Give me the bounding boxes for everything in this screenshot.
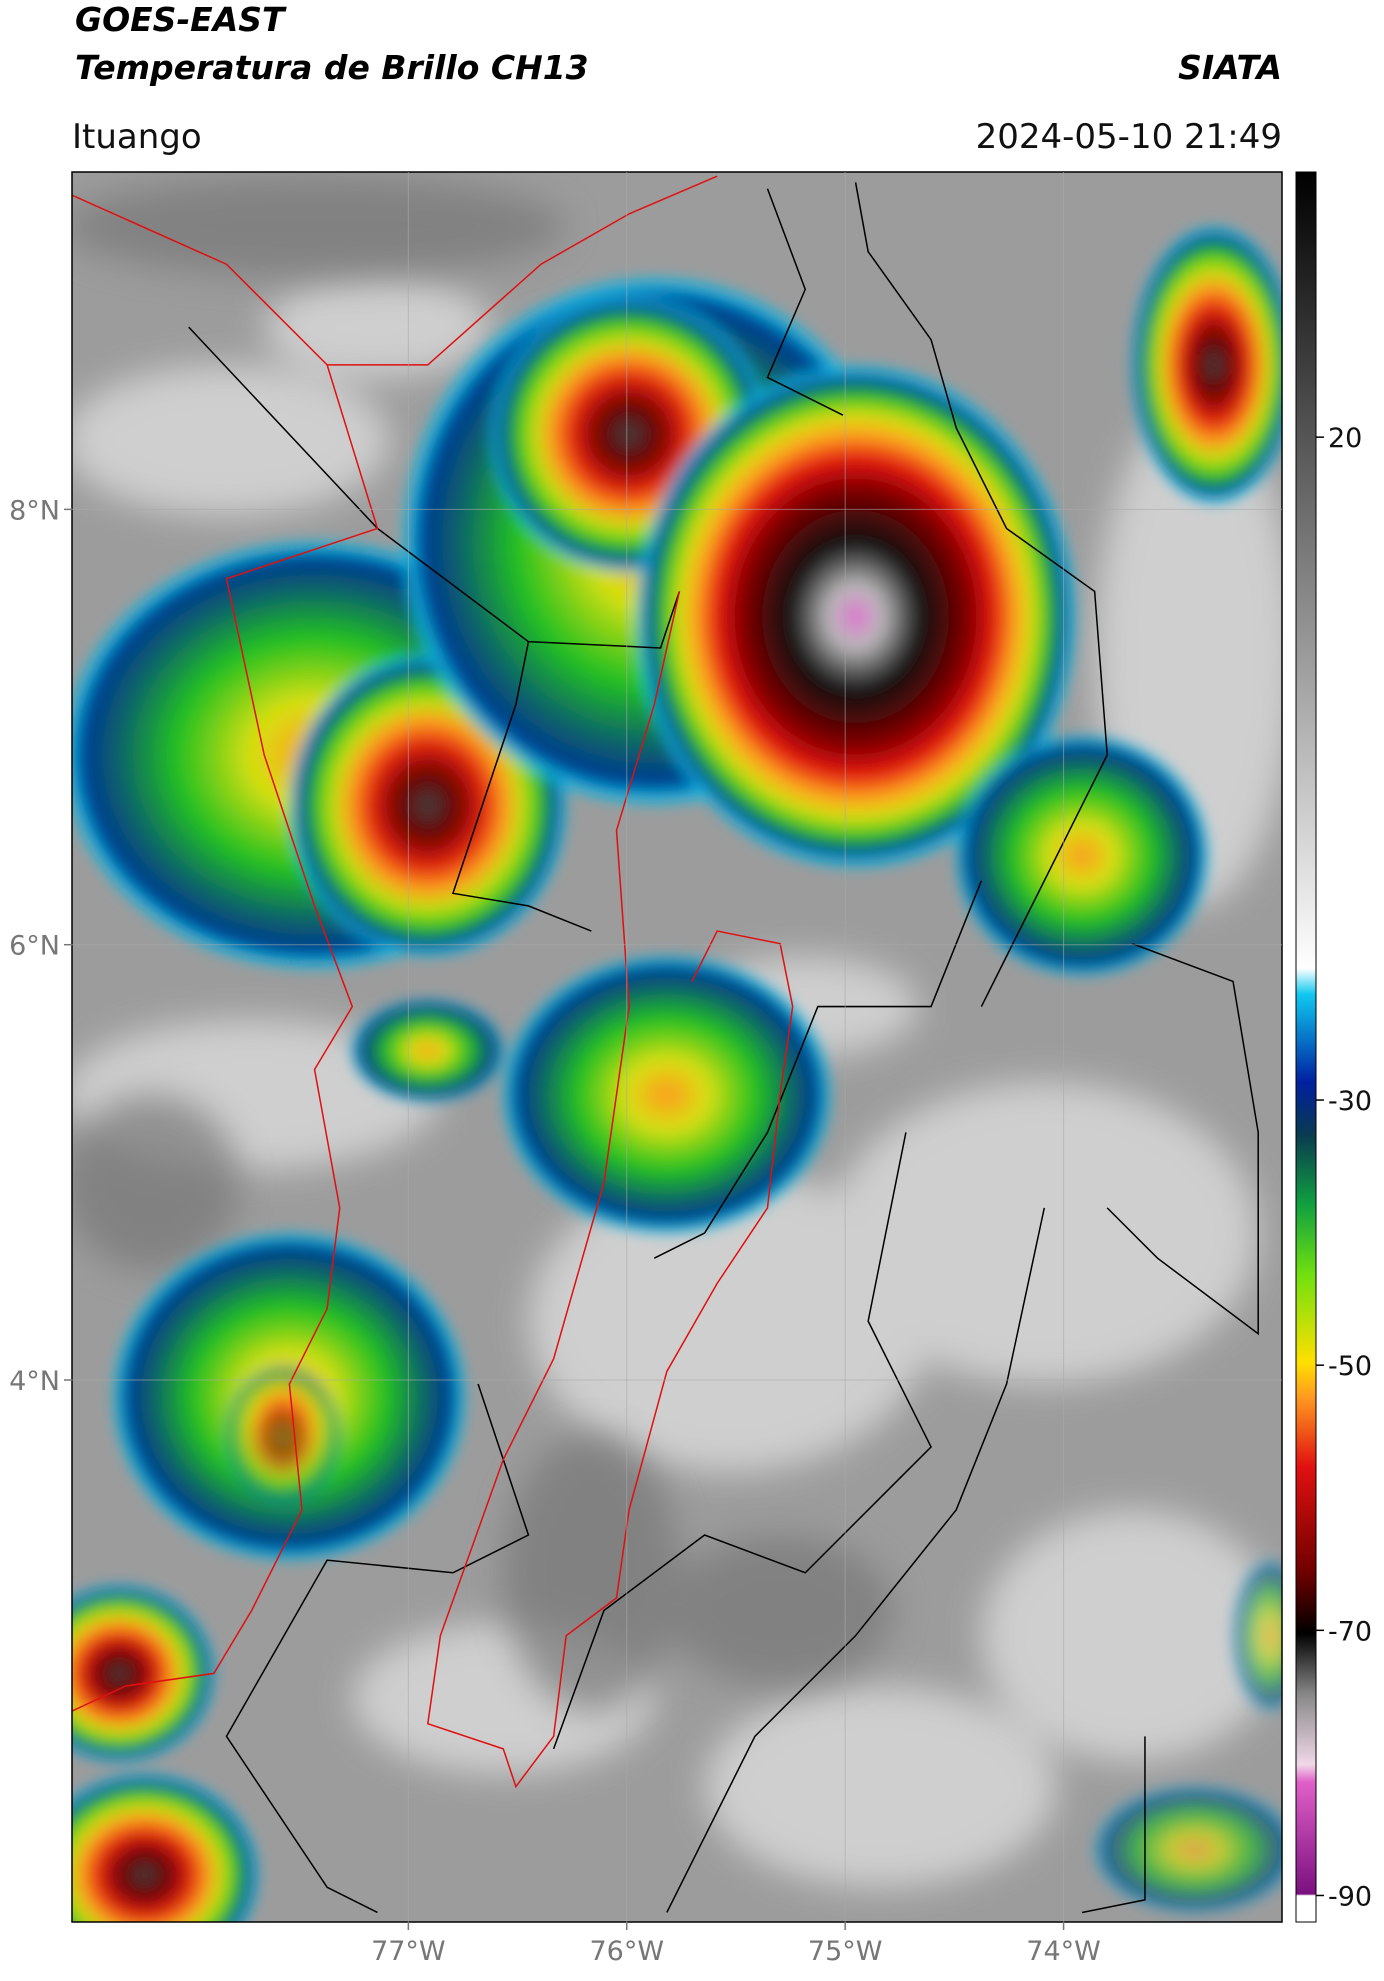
datetime: 2024-05-10 21:49	[976, 117, 1282, 157]
region-borders	[72, 175, 794, 1789]
graticule	[72, 172, 1282, 1922]
location: Ituango	[72, 117, 202, 157]
x-tick-label: 77°W	[371, 1936, 446, 1967]
map-frame	[71, 171, 1283, 1923]
colorbar-tick-label: -90	[1328, 1881, 1372, 1912]
y-tick-label: 4°N	[9, 1366, 60, 1397]
satellite-title: GOES-EAST	[75, 0, 287, 39]
y-tick-label: 8°N	[9, 495, 60, 526]
y-tick-label: 6°N	[9, 931, 60, 962]
satellite-image	[72, 172, 1282, 1922]
x-tick-label: 76°W	[589, 1936, 664, 1967]
colorbar-tick-label: -50	[1328, 1351, 1372, 1382]
colorbar-tick-label: -30	[1328, 1086, 1372, 1117]
colorbar-tick-label: 20	[1328, 423, 1362, 454]
x-tick-label: 74°W	[1026, 1936, 1101, 1967]
institution: SIATA	[1178, 48, 1282, 87]
colorbar-tick-label: -70	[1328, 1616, 1372, 1647]
colorbar	[1295, 171, 1317, 1923]
borders	[188, 182, 1259, 1914]
product-title: Temperatura de Brillo CH13	[75, 48, 589, 87]
x-tick-label: 75°W	[808, 1936, 883, 1967]
